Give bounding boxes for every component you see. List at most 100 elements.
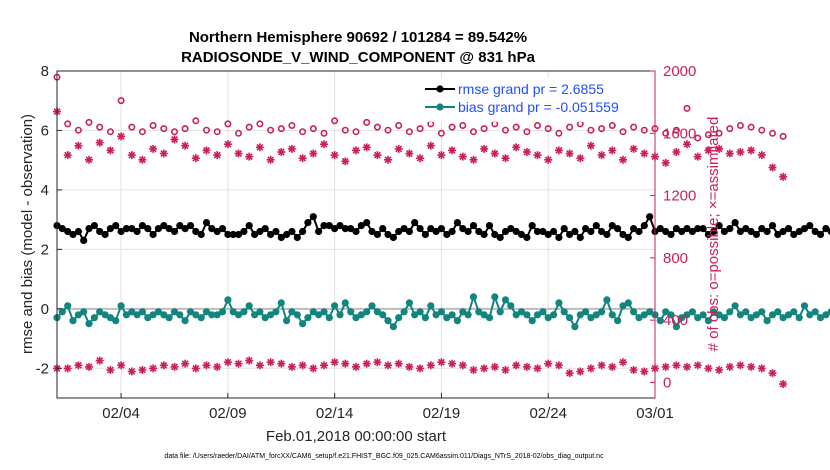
possible_low-marker [245,356,254,365]
rmse-point [459,225,467,233]
bias-point [309,308,317,316]
rmse-point [747,227,755,236]
possible-marker [598,125,606,133]
possible-marker [64,120,72,128]
possible_low-marker [202,361,211,370]
rmse-point [197,230,205,239]
possible-marker [267,126,275,134]
possible_low-marker-stroke [704,364,712,372]
legend-rmse-marker [436,85,444,93]
assimilated-marker [74,141,83,150]
assimilated-marker [405,149,414,158]
legend-bias-marker [436,103,444,111]
bias-point [181,317,189,325]
assimilated-marker-stroke [683,140,691,148]
rmse-point [598,227,606,236]
series-layer [53,73,830,388]
assimilated-marker [394,144,403,153]
x-tick-label: 03/01 [636,405,674,422]
rmse-point [699,225,707,233]
possible_low-marker-stroke [523,363,531,371]
assimilated-marker [597,151,606,160]
bias-point [555,299,563,307]
bias-point [379,311,387,319]
rmse-point [309,213,317,221]
possible-marker [309,125,317,133]
rmse-point [758,225,766,233]
y-axis-label-right: # of obs: o=possible; ×=assimilated [705,117,722,352]
bias-point [389,323,397,331]
rmse-point [742,225,750,233]
assimilated-marker-stroke [448,146,456,154]
rmse-point [288,227,296,236]
legend-rmse-label: rmse grand pr = 2.6855 [458,81,604,97]
assimilated-marker [554,146,563,155]
possible-marker [459,122,467,130]
bias-point [528,317,536,325]
possible-marker [395,122,403,130]
bias-point [336,311,344,319]
y-left-tick-label: 2 [41,241,49,258]
rmse-point [784,225,793,233]
assimilated-marker-stroke [74,142,82,150]
rmse-point [192,227,200,236]
possible_low-marker-stroke [694,361,702,369]
possible_low-marker [565,369,574,378]
bias-point [122,311,130,319]
bias-point [106,314,114,322]
rmse-point [379,225,387,233]
bias-point [320,308,328,316]
possible_low-marker [629,366,638,374]
bias-point [720,314,729,322]
possible-marker [768,129,776,137]
possible_low-marker-stroke [491,363,499,371]
bias-point [128,308,136,316]
possible_low-marker-stroke [320,361,328,369]
assimilated-marker-stroke [96,139,104,147]
possible_low-marker [138,366,147,374]
assimilated-marker [320,140,328,149]
possible_low-marker [448,359,457,368]
assimilated-marker [341,157,350,166]
possible-marker [320,129,328,137]
possible_low-marker-stroke [576,368,584,375]
possible-marker [117,97,125,105]
possible-marker [608,122,616,130]
possible_low-marker-stroke [181,360,189,368]
rmse-point [566,230,574,239]
x-tick-label: 02/09 [209,405,247,422]
rmse-point [133,227,141,236]
possible_low-marker-stroke [437,358,445,366]
possible_low-marker-stroke [736,361,744,369]
assimilated-marker-stroke [181,142,189,150]
assimilated-marker-stroke [640,150,648,157]
rmse-point [389,233,397,242]
rmse-point [122,225,130,233]
bias-point [672,323,681,331]
possible_low-marker-stroke [448,360,456,368]
bias-point [582,308,590,316]
bias-point [710,308,718,316]
rmse-point [710,227,718,236]
bias-point [368,302,376,310]
possible_low-marker-stroke [630,366,638,374]
assimilated-marker-stroke [64,151,72,159]
assimilated-marker [213,151,222,160]
y-left-tick-label: -2 [36,360,49,377]
assimilated-marker-stroke [555,146,563,154]
bias-point [491,293,499,301]
possible-marker [544,125,552,133]
rmse-point [443,230,451,239]
assimilated-marker [779,172,788,181]
bias-point [432,311,440,319]
rmse-point [811,227,819,236]
possible_low-marker [223,358,232,367]
possible_low-marker [341,359,350,368]
possible_low-marker [170,362,179,371]
assimilated-marker [373,151,382,160]
bias-point [635,314,643,322]
rmse-point [501,227,510,236]
possible_low-marker [747,362,756,371]
bias-point [811,308,819,316]
bias-point [747,314,755,322]
